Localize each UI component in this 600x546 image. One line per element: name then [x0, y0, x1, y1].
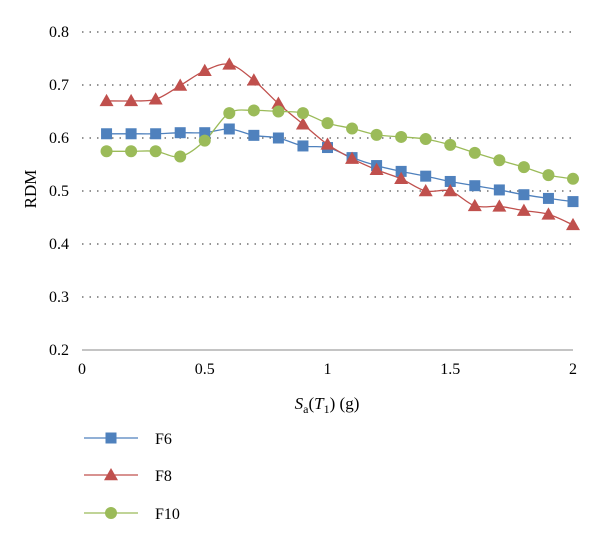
data-point-f8: [148, 92, 163, 105]
legend: F6 F8 F10: [84, 431, 180, 523]
data-point-f6: [469, 180, 481, 192]
data-point-f6: [567, 196, 579, 208]
data-point-f10: [125, 145, 138, 158]
legend-item-f10: F10: [84, 506, 180, 523]
data-point-f8: [541, 207, 556, 220]
data-point-f6: [297, 140, 309, 152]
data-point-f10: [100, 145, 113, 158]
y-tick-label: 0.4: [49, 236, 69, 253]
legend-marker-f6: [105, 432, 117, 444]
data-point-f8: [271, 96, 286, 109]
data-point-f6: [395, 165, 407, 177]
data-point-f10: [468, 146, 481, 159]
data-point-f8: [345, 151, 360, 164]
legend-marker-f10: [105, 507, 117, 519]
x-axis-title-paren-close: ): [330, 394, 336, 413]
x-axis-title-subscript-1: 1: [324, 402, 330, 416]
data-point-f10: [321, 117, 334, 130]
data-point-f10: [517, 161, 530, 174]
y-tick-label: 0.7: [49, 77, 69, 94]
data-point-f8: [246, 73, 261, 86]
x-tick-label: 1.5: [440, 361, 460, 378]
data-point-f10: [444, 138, 457, 151]
data-point-f8: [492, 199, 507, 212]
y-axis-title: RDM: [21, 170, 40, 209]
x-tick-labels: 0 0.5 1 1.5 2: [78, 361, 577, 378]
data-point-f10: [419, 133, 432, 146]
data-point-f8: [369, 162, 384, 176]
data-point-f8: [295, 117, 310, 130]
legend-label-f10: F10: [155, 506, 180, 523]
data-point-f10: [272, 105, 285, 118]
data-point-f10: [198, 134, 211, 147]
data-point-f10: [395, 130, 408, 143]
legend-label-f6: F6: [155, 431, 172, 448]
data-point-f6: [150, 128, 162, 140]
data-point-f8: [99, 93, 114, 107]
data-point-f6: [272, 132, 284, 144]
data-point-f6: [518, 189, 530, 201]
data-point-f6: [444, 175, 456, 187]
x-axis-title-paren-open: (: [308, 394, 314, 413]
x-tick-label: 0: [78, 361, 86, 378]
y-tick-label: 0.6: [49, 130, 69, 147]
data-point-f10: [542, 169, 555, 182]
data-point-f6: [420, 170, 432, 182]
data-point-f8: [222, 57, 237, 70]
x-tick-label: 1: [324, 361, 332, 378]
data-point-f8: [467, 198, 482, 212]
data-point-f10: [223, 107, 236, 120]
data-point-f6: [248, 129, 260, 141]
y-tick-label: 0.5: [49, 183, 69, 200]
data-point-f10: [247, 104, 260, 117]
legend-marker-f8: [104, 468, 118, 481]
data-point-f10: [370, 128, 383, 141]
data-point-f8: [566, 217, 580, 231]
data-point-f6: [493, 184, 505, 196]
data-point-f10: [567, 172, 579, 185]
data-point-f6: [223, 123, 235, 135]
data-point-f6: [125, 128, 137, 140]
legend-label-f8: F8: [155, 468, 172, 485]
data-point-f10: [346, 122, 359, 135]
data-point-f10: [174, 150, 187, 163]
legend-item-f6: F6: [84, 431, 172, 448]
data-point-f8: [418, 184, 433, 197]
x-axis-title-subscript-a: a: [303, 402, 309, 416]
data-point-f8: [173, 78, 188, 91]
data-point-f8: [124, 93, 139, 107]
y-tick-label: 0.8: [49, 24, 69, 41]
series-markers: [99, 57, 580, 231]
data-point-f8: [443, 184, 458, 197]
y-tick-label: 0.3: [49, 289, 69, 306]
y-tick-labels: 0.2 0.3 0.4 0.5 0.6 0.7 0.8: [49, 24, 69, 359]
data-point-f6: [174, 127, 186, 139]
data-point-f8: [394, 171, 409, 185]
legend-item-f8: F8: [84, 468, 172, 485]
x-tick-label: 0.5: [195, 361, 215, 378]
series-line-f10: [106, 109, 574, 180]
x-axis-title-unit: (g): [335, 394, 359, 413]
data-point-f10: [296, 107, 309, 120]
x-tick-label: 2: [569, 361, 577, 378]
data-point-f10: [149, 145, 162, 158]
data-point-f6: [101, 128, 113, 140]
x-axis-title-period-symbol: T: [314, 394, 325, 413]
data-point-f10: [493, 154, 506, 167]
data-point-f6: [542, 192, 554, 204]
data-point-f8: [197, 63, 212, 76]
x-axis-title-symbol: S: [295, 394, 304, 413]
data-point-f8: [320, 137, 335, 150]
data-point-f6: [199, 127, 211, 139]
data-point-f8: [516, 203, 531, 216]
y-tick-label: 0.2: [49, 342, 69, 359]
gridlines: [82, 31, 573, 351]
x-axis-title: Sa(T1) (g): [295, 394, 360, 416]
